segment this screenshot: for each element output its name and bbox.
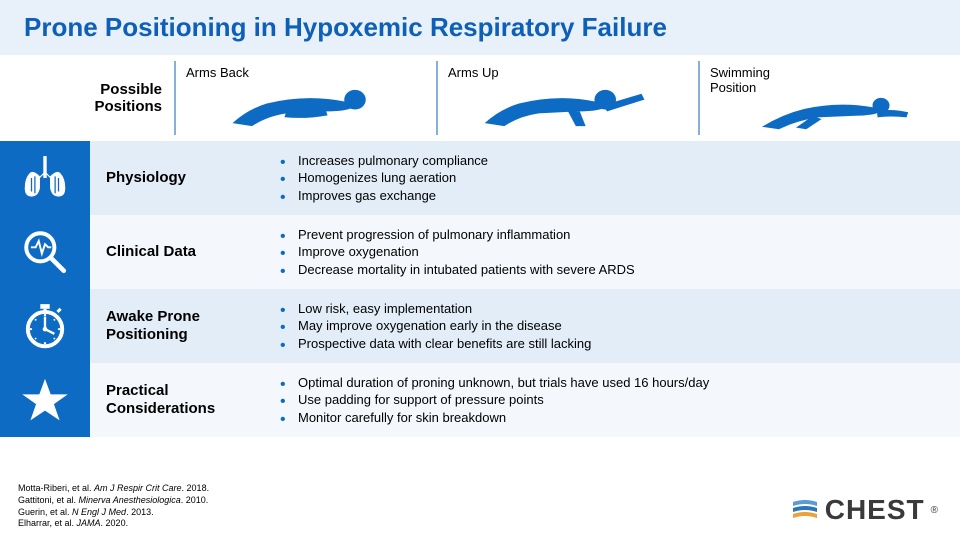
- section-heading: Awake PronePositioning: [106, 308, 200, 344]
- position-name: Arms Back: [186, 65, 426, 80]
- positions-label-cell: Possible Positions: [0, 81, 174, 115]
- page-title: Prone Positioning in Hypoxemic Respirato…: [24, 12, 936, 43]
- bullet-item: Decrease mortality in intubated patients…: [280, 261, 635, 279]
- section-heading: Clinical Data: [106, 243, 196, 261]
- position-swimming: Swimming Position: [698, 61, 960, 135]
- section-row: Physiology Increases pulmonary compliance…: [0, 141, 960, 215]
- reference-line: Guerin, et al. N Engl J Med. 2013.: [18, 507, 209, 519]
- position-name-1: Swimming: [710, 65, 950, 80]
- reference-line: Gattitoni, et al. Minerva Anesthesiologi…: [18, 495, 209, 507]
- section-heading-cell: Awake PronePositioning: [90, 289, 260, 363]
- section-row: Awake PronePositioning Low risk, easy imp…: [0, 289, 960, 363]
- title-bar: Prone Positioning in Hypoxemic Respirato…: [0, 0, 960, 55]
- bullet-list: Optimal duration of proning unknown, but…: [280, 374, 709, 427]
- section-bullets-cell: Increases pulmonary complianceHomogenize…: [260, 141, 960, 215]
- logo-registered: ®: [931, 505, 938, 516]
- section-row: Clinical Data Prevent progression of pulm…: [0, 215, 960, 289]
- bullet-item: Homogenizes lung aeration: [280, 169, 488, 187]
- section-heading-cell: Clinical Data: [90, 215, 260, 289]
- references: Motta-Riberi, et al. Am J Respir Crit Ca…: [18, 483, 209, 530]
- chest-logo-icon: [791, 496, 819, 524]
- section-heading: PracticalConsiderations: [106, 382, 215, 418]
- bullet-item: Prevent progression of pulmonary inflamm…: [280, 226, 635, 244]
- position-name-2: Position: [710, 80, 950, 95]
- bullet-item: Improve oxygenation: [280, 243, 635, 261]
- bullet-list: Low risk, easy implementationMay improve…: [280, 300, 591, 353]
- prone-arms-up-icon: [448, 82, 688, 131]
- bullet-list: Increases pulmonary complianceHomogenize…: [280, 152, 488, 205]
- lungs-icon: [0, 141, 90, 215]
- sections-container: Physiology Increases pulmonary compliance…: [0, 141, 960, 437]
- bullet-item: May improve oxygenation early in the dis…: [280, 317, 591, 335]
- section-bullets-cell: Low risk, easy implementationMay improve…: [260, 289, 960, 363]
- section-heading-cell: Physiology: [90, 141, 260, 215]
- bullet-item: Use padding for support of pressure poin…: [280, 391, 709, 409]
- reference-line: Elharrar, et al. JAMA. 2020.: [18, 518, 209, 530]
- bullet-item: Monitor carefully for skin breakdown: [280, 409, 709, 427]
- star-icon: [0, 363, 90, 437]
- position-arms-up: Arms Up: [436, 61, 698, 135]
- positions-row: Possible Positions Arms Back Arms Up Swi…: [0, 55, 960, 141]
- section-bullets-cell: Optimal duration of proning unknown, but…: [260, 363, 960, 437]
- positions-label-1: Possible: [0, 81, 162, 98]
- bullet-item: Optimal duration of proning unknown, but…: [280, 374, 709, 392]
- stopwatch-icon: [0, 289, 90, 363]
- prone-swimming-icon: [710, 97, 950, 131]
- section-bullets-cell: Prevent progression of pulmonary inflamm…: [260, 215, 960, 289]
- bullet-list: Prevent progression of pulmonary inflamm…: [280, 226, 635, 279]
- positions-label-2: Positions: [0, 98, 162, 115]
- logo-text: CHEST: [825, 494, 925, 526]
- bullet-item: Increases pulmonary compliance: [280, 152, 488, 170]
- bullet-item: Improves gas exchange: [280, 187, 488, 205]
- section-heading: Physiology: [106, 169, 186, 187]
- reference-line: Motta-Riberi, et al. Am J Respir Crit Ca…: [18, 483, 209, 495]
- section-heading-cell: PracticalConsiderations: [90, 363, 260, 437]
- position-arms-back: Arms Back: [174, 61, 436, 135]
- bullet-item: Low risk, easy implementation: [280, 300, 591, 318]
- section-row: PracticalConsiderations Optimal duration …: [0, 363, 960, 437]
- position-name: Arms Up: [448, 65, 688, 80]
- magnify-icon: [0, 215, 90, 289]
- bullet-item: Prospective data with clear benefits are…: [280, 335, 591, 353]
- prone-arms-back-icon: [186, 82, 426, 131]
- chest-logo: CHEST ®: [791, 494, 938, 526]
